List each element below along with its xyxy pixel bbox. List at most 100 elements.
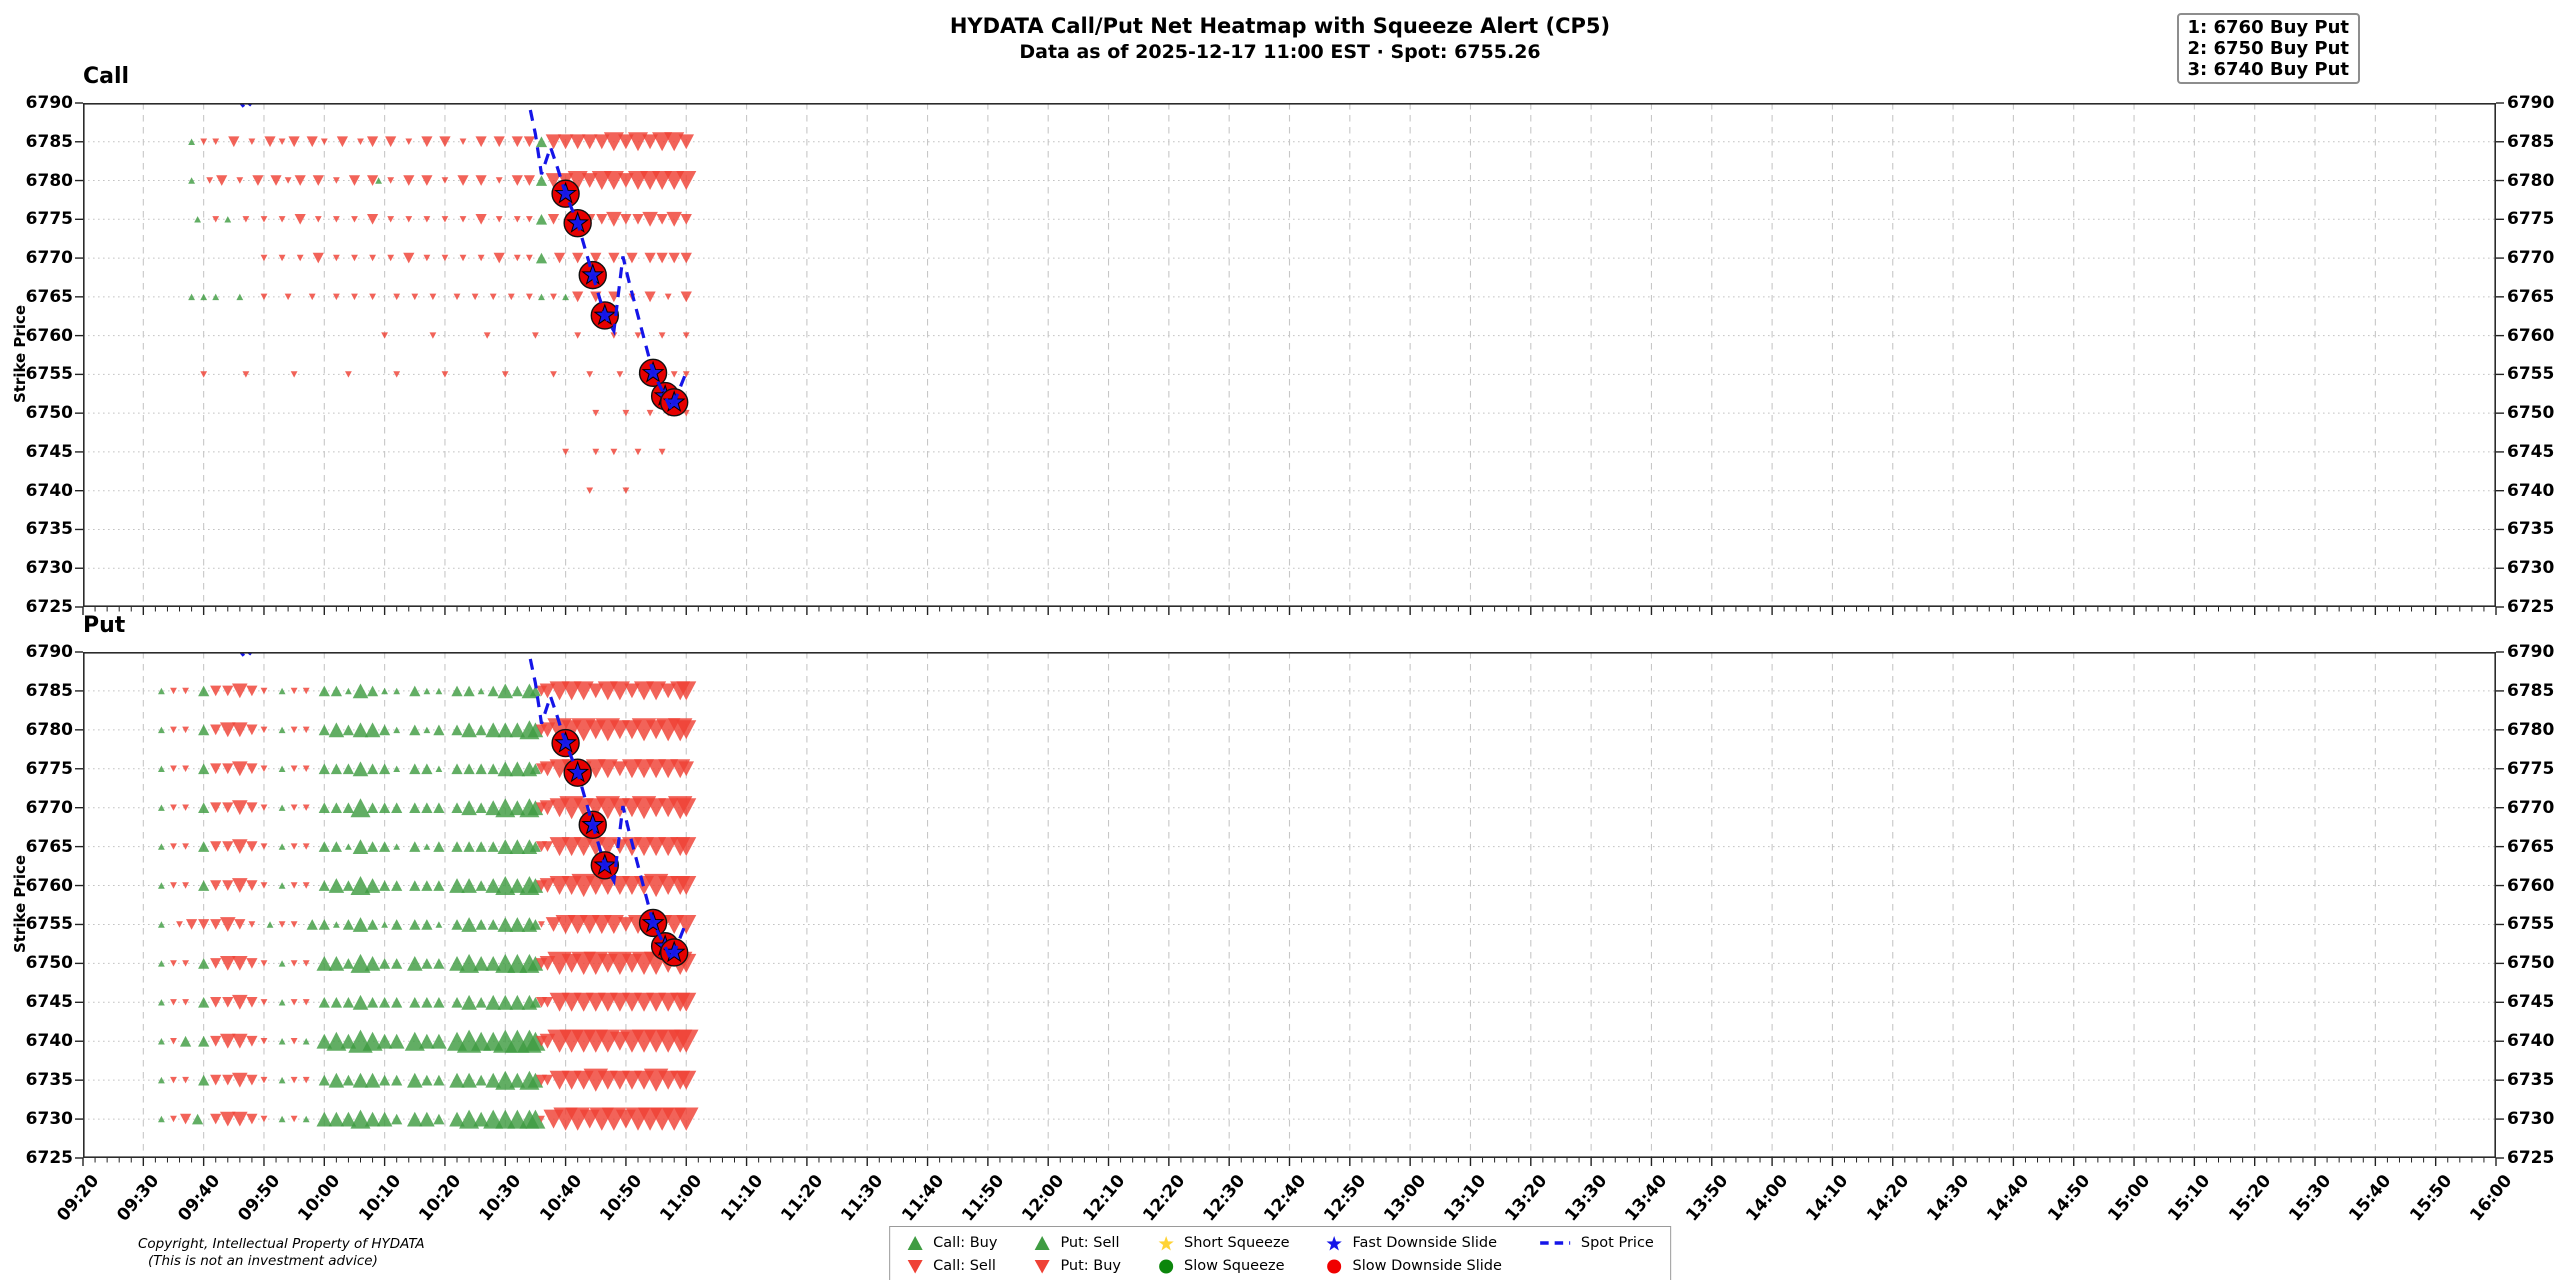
chart-title-line1: HYDATA Call/Put Net Heatmap with Squeeze…	[949, 14, 1611, 38]
y-tick-label-left: 6755	[25, 364, 73, 385]
y-tick-label-right: 6790	[2507, 642, 2555, 662]
y-tick-label-left: 6780	[25, 719, 73, 740]
legend-item-call-buy: Call: Buy	[906, 1232, 997, 1253]
heat-row-6780	[188, 171, 697, 190]
slow-squeeze-icon	[1159, 1259, 1174, 1273]
legend-label: Call: Buy	[933, 1234, 998, 1251]
heat-row-6760	[158, 873, 697, 898]
y-tick-label-right: 6725	[2507, 597, 2555, 617]
chart-title-line2: Data as of 2025-12-17 11:00 EST · Spot: …	[1019, 41, 1541, 63]
y-tick-label-left: 6775	[25, 209, 73, 230]
panel-spine	[83, 103, 2496, 607]
heat-row-6745	[158, 992, 697, 1012]
spot-price-line	[239, 104, 688, 415]
y-tick-label-left: 6740	[25, 1031, 73, 1052]
heat-row-6745	[562, 448, 666, 456]
y-tick-label-right: 6765	[2507, 286, 2555, 307]
y-tick-label-left: 6760	[25, 875, 73, 896]
y-tick-label-left: 6740	[25, 480, 73, 501]
y-tick-label-left: 6750	[25, 953, 73, 974]
gridlines	[83, 103, 2496, 607]
spot-price-line	[239, 653, 688, 965]
chart-title: HYDATA Call/Put Net Heatmap with Squeeze…	[0, 14, 2560, 63]
y-tick-label-right: 6735	[2507, 1070, 2555, 1091]
y-tick-label-right: 6735	[2507, 519, 2555, 540]
y-tick-label-right: 6745	[2507, 992, 2555, 1013]
y-tick-label-left: 6765	[25, 286, 73, 307]
y-tick-label-right: 6770	[2507, 248, 2555, 269]
axis-ticks	[75, 651, 2504, 1166]
legend-label: Put: Buy	[1060, 1257, 1122, 1274]
y-tick-label-right: 6785	[2507, 680, 2555, 701]
heat-row-6785	[158, 681, 697, 701]
legend-item-put-sell: Put: Sell	[1033, 1232, 1121, 1253]
legend: Call: Buy Put: Sell Short Squeeze Fast Down…	[889, 1226, 1671, 1280]
y-tick-label-left: 6750	[25, 403, 73, 424]
y-tick-label-left: 6745	[25, 441, 73, 462]
y-tick-label-right: 6740	[2507, 480, 2555, 501]
y-tick-label-right: 6785	[2507, 131, 2555, 152]
y-tick-label-right: 6730	[2507, 1109, 2555, 1130]
y-tick-label-right: 6740	[2507, 1031, 2555, 1052]
y-tick-label-right: 6760	[2507, 325, 2555, 346]
heat-row-6750	[158, 951, 697, 975]
alert-line-1: 1: 6760 Buy Put	[2187, 17, 2350, 38]
gridlines	[83, 652, 2496, 1158]
legend-label: Short Squeeze	[1184, 1234, 1290, 1251]
y-tick-label-right: 6730	[2507, 558, 2555, 579]
legend-item-call-sell: Call: Sell	[906, 1255, 997, 1276]
y-tick-label-left: 6780	[25, 170, 73, 191]
y-tick-label-right: 6760	[2507, 875, 2555, 896]
y-tick-label-right: 6725	[2507, 1148, 2555, 1168]
legend-label: Spot Price	[1580, 1234, 1654, 1251]
heat-row-6755	[200, 371, 690, 378]
legend-label: Fast Downside Slide	[1352, 1234, 1498, 1251]
heat-row-6785	[188, 132, 694, 152]
y-tick-label-right: 6775	[2507, 209, 2555, 230]
y-tick-label-right: 6765	[2507, 836, 2555, 857]
call-panel-plot	[75, 102, 2504, 615]
legend-label: Call: Sell	[933, 1257, 996, 1274]
heat-row-6770	[260, 252, 692, 264]
y-tick-label-right: 6790	[2507, 93, 2555, 113]
y-tick-label-left: 6725	[25, 597, 73, 617]
copyright-line1: Copyright, Intellectual Property of HYDA…	[138, 1236, 425, 1252]
heat-row-6755	[158, 915, 697, 934]
copyright-line2: (This is not an investment advice)	[148, 1253, 378, 1269]
heat-row-6730	[158, 1107, 699, 1131]
y-tick-label-left: 6775	[25, 758, 73, 779]
put-panel-plot	[75, 651, 2504, 1166]
fast-downside-slide-icon	[1326, 1235, 1343, 1250]
y-tick-label-right: 6745	[2507, 441, 2555, 462]
short-squeeze-icon	[1158, 1235, 1174, 1250]
sell-triangle-icon	[907, 1259, 923, 1273]
legend-item-spot-price: Spot Price	[1538, 1232, 1654, 1253]
legend-label: Put: Sell	[1060, 1234, 1120, 1251]
y-tick-label-left: 6725	[25, 1148, 73, 1168]
legend-label: Slow Downside Slide	[1352, 1257, 1502, 1274]
y-tick-label-right: 6755	[2507, 364, 2555, 385]
heat-row-6780	[158, 718, 697, 742]
heat-row-6770	[158, 796, 697, 820]
y-tick-label-left: 6745	[25, 992, 73, 1013]
y-tick-label-left: 6765	[25, 836, 73, 857]
y-tick-label-left: 6790	[25, 93, 73, 113]
y-tick-label-left: 6735	[25, 1070, 73, 1091]
legend-item-slow-downside-slide: Slow Downside Slide	[1326, 1255, 1502, 1276]
y-tick-label-left: 6785	[25, 131, 73, 152]
legend-item-fast-downside-slide: Fast Downside Slide	[1326, 1232, 1502, 1253]
legend-empty-cell	[1538, 1255, 1654, 1276]
heat-row-6760	[381, 332, 690, 339]
y-tick-label-left: 6735	[25, 519, 73, 540]
y-tick-label-left: 6770	[25, 797, 73, 818]
y-tick-label-left: 6785	[25, 680, 73, 701]
y-tick-label-left: 6770	[25, 248, 73, 269]
alert-line-2: 2: 6750 Buy Put	[2187, 38, 2350, 59]
panel-spine	[83, 652, 2496, 1158]
squeeze-alert-box: 1: 6760 Buy Put 2: 6750 Buy Put 3: 6740 …	[2176, 13, 2360, 84]
heat-row-6765	[158, 837, 697, 857]
call-panel-title: Call	[83, 64, 130, 89]
heat-row-6735	[158, 1068, 697, 1092]
